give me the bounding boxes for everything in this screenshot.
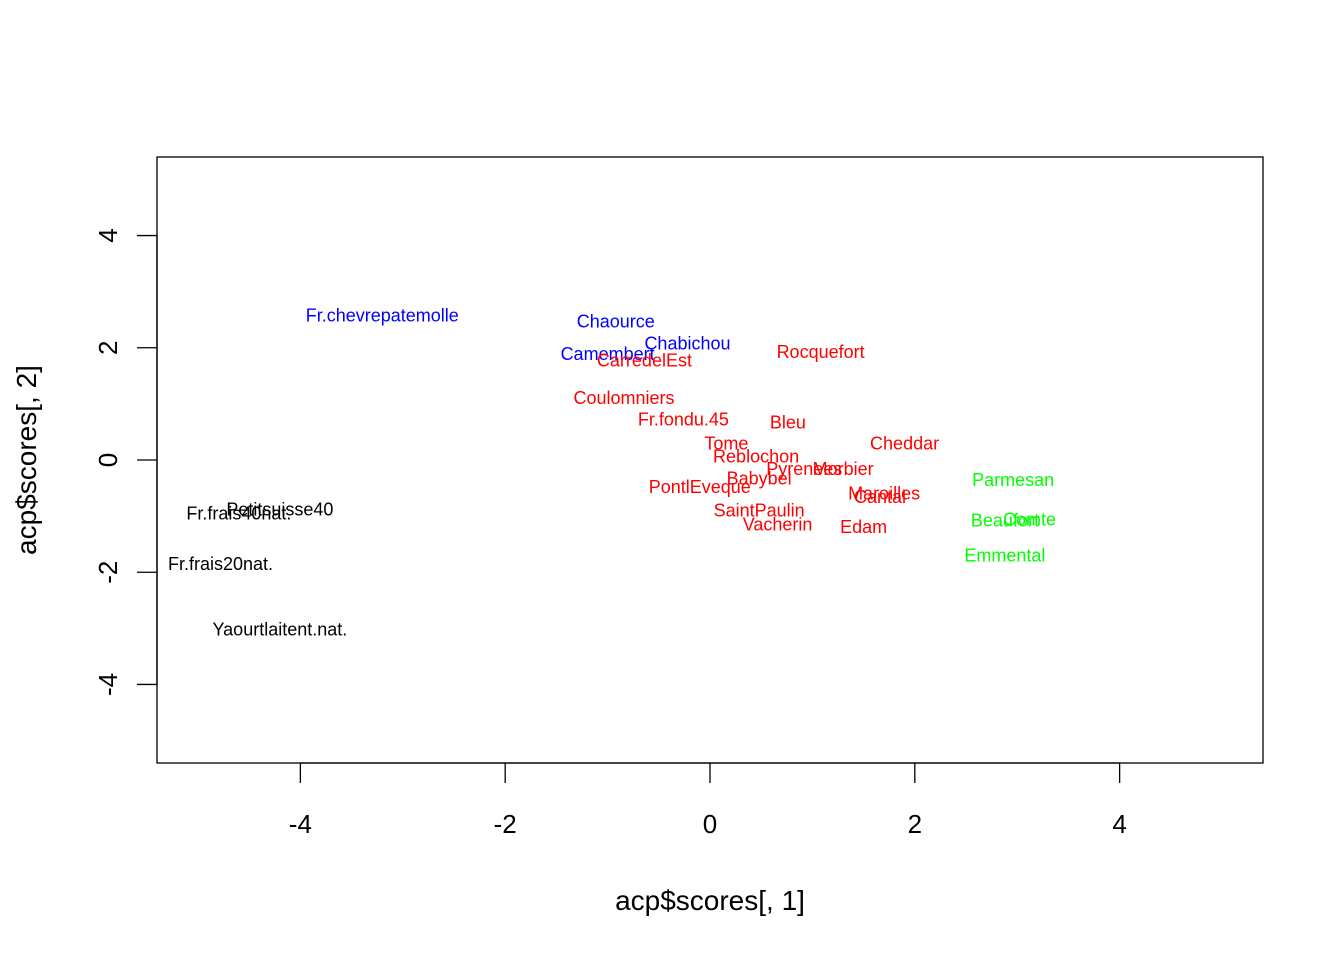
point-label: Morbier — [813, 459, 874, 479]
point-label: Bleu — [770, 412, 806, 432]
point-label: Fr.fondu.45 — [638, 409, 729, 429]
x-tick-label: -4 — [289, 809, 312, 839]
point-label: Cheddar — [870, 434, 939, 454]
point-label: Maroilles — [848, 484, 920, 504]
x-tick-label: -2 — [494, 809, 517, 839]
point-label: Chaource — [577, 311, 655, 331]
point-label: Pyrenees — [766, 459, 842, 479]
point-label: Parmesan — [972, 470, 1054, 490]
point-label: SaintPaulin — [714, 500, 805, 520]
point-label: Cantal — [854, 487, 906, 507]
x-axis: -4 -2 0 2 4 — [289, 762, 1127, 839]
point-label: Fr.frais20nat. — [168, 554, 273, 574]
x-tick-label: 2 — [908, 809, 922, 839]
y-tick-label: -2 — [93, 561, 123, 584]
point-label: Reblochon — [713, 447, 799, 467]
y-axis: -4 -2 0 2 4 — [93, 228, 158, 696]
point-label: Edam — [840, 517, 887, 537]
point-label: Fr.frais40nat. — [186, 504, 291, 524]
y-tick-label: 4 — [93, 228, 123, 242]
point-label: Vacherin — [743, 514, 813, 534]
point-label: Emmental — [964, 545, 1045, 565]
point-labels: Fr.chevrepatemolle Chaource ChabichouCamem… — [168, 306, 1056, 640]
point-label: Beaufort — [971, 510, 1039, 530]
point-label: PontlEveque — [649, 477, 751, 497]
point-label: Chabichou — [644, 334, 730, 354]
point-label: Comte — [1003, 509, 1056, 529]
y-tick-label: 0 — [93, 453, 123, 467]
point-label: Yaourtlaitent.nat. — [213, 619, 348, 639]
x-axis-title: acp$scores[, 1] — [615, 885, 805, 916]
point-label: Fr.chevrepatemolle — [306, 306, 459, 326]
y-axis-title: acp$scores[, 2] — [11, 365, 42, 555]
point-label: CarredelEst — [597, 351, 692, 371]
y-tick-label: 2 — [93, 341, 123, 355]
x-tick-label: 0 — [703, 809, 717, 839]
point-label: Petitsuisse40 — [226, 499, 333, 519]
point-label: Rocquefort — [777, 342, 865, 362]
plot-frame — [156, 156, 1264, 764]
point-label: Babybel — [727, 468, 792, 488]
x-tick-label: 4 — [1112, 809, 1126, 839]
point-label: Camembert — [561, 344, 655, 364]
point-label: Coulomniers — [573, 388, 674, 408]
point-label: Tome — [704, 434, 748, 454]
y-tick-label: -4 — [93, 673, 123, 696]
